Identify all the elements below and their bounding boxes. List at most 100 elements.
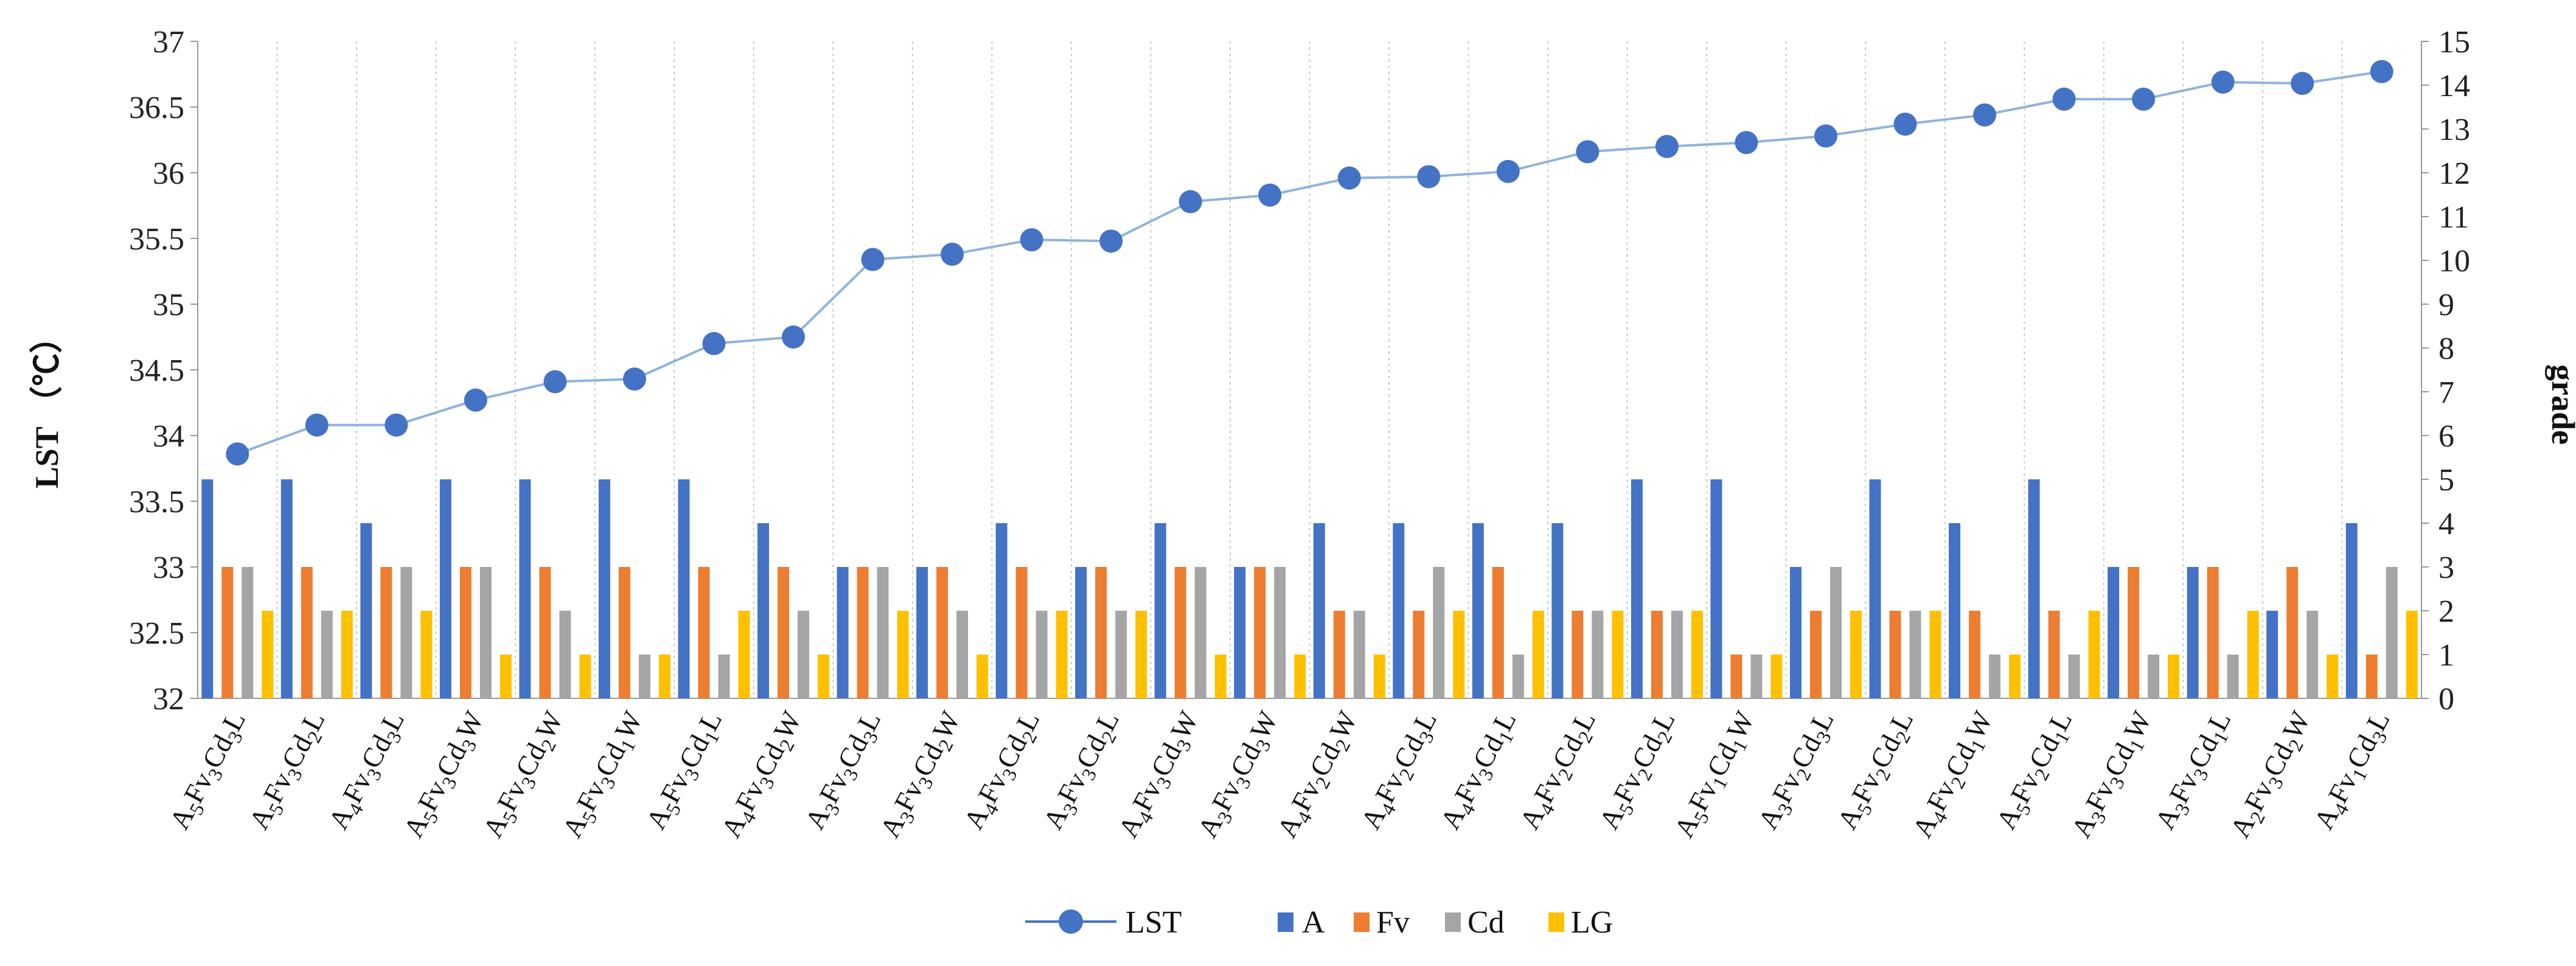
category-label: A5​Fv2​Cd2​L [1593,706,1685,836]
lst-point [622,367,646,391]
bar-fv [1413,611,1425,698]
legend-lst-label: LST [1126,905,1182,940]
bar-lg [2247,611,2259,698]
bar-cd [1592,611,1604,698]
bar-a [280,479,293,698]
category-label: A3​Fv3​Cd1​W [2065,706,2161,844]
category-label: A4​Fv3​Cd1​L [1434,706,1526,836]
bar-a [519,479,531,698]
bar-a [1313,523,1325,698]
lst-point [1655,134,1679,158]
right-tick-label: 14 [2438,69,2470,103]
bar-fv [778,567,790,698]
bar-fv [1333,611,1345,698]
right-tick-label: 5 [2438,463,2454,498]
legend-a-swatch [1278,912,1293,932]
category-labels: A5​Fv3​Cd3​LA5​Fv3​Cd2​LA4​Fv3​Cd3​L A5​F… [164,706,2396,844]
bar-lg [500,655,512,698]
bar-a [1631,479,1643,698]
bar-cd [2227,655,2239,698]
bar-lg [897,611,909,698]
category-label: A4​Fv3​Cd2​L [958,706,1050,836]
bar-a [2345,523,2358,698]
bar-lg [341,611,353,698]
right-tick-label: 10 [2438,244,2470,279]
bar-a [1869,479,1881,698]
axes: 3232.53333.53434.53535.53636.53701234567… [129,25,2470,717]
bar-lg [738,611,750,698]
bar-cd [1829,567,1842,698]
lst-point [2370,60,2393,83]
bar-lg [1612,611,1624,698]
bar-lg [2088,611,2100,698]
bar-lg [2009,655,2021,698]
bar-a [201,479,214,698]
category-label: A5​Fv3​Cd1​L [640,706,732,836]
bar-a [1949,523,1961,698]
bar-lg [1214,655,1227,698]
legend-lst-marker [1059,909,1083,934]
left-tick-label: 34.5 [129,353,184,388]
bar-fv [936,567,949,698]
left-axis-title: LST （℃） [29,321,65,489]
left-tick-label: 32 [153,682,184,717]
category-label: A4​Fv2​Cd1​W [1906,706,2002,844]
left-tick-label: 35 [153,288,184,322]
bar-a [2266,611,2278,698]
left-tick-label: 33.5 [129,485,184,519]
category-label: A3​Fv3​Cd2​W [874,706,970,844]
bar-a [1393,523,1405,698]
bar-cd [1512,655,1524,698]
lst-point [1735,131,1758,155]
bar-cd [1750,655,1763,698]
bar-a [2108,567,2120,698]
category-label: A5​Fv3​Cd2​W [477,706,573,844]
bar-a [1789,567,1801,698]
legend-fv-label: Fv [1376,905,1410,940]
left-tick-label: 36.5 [129,91,184,125]
lst-point [1417,165,1441,189]
bar-lg [1453,611,1465,698]
bar-fv [1889,611,1901,698]
grade-bars [201,479,2418,698]
bar-lg [1929,611,1941,698]
bar-cd [956,611,969,698]
bar-a [598,479,610,698]
right-tick-label: 4 [2438,507,2454,541]
category-label: A3​Fv3​Cd2​L [1037,706,1129,836]
lst-point [543,370,567,394]
left-tick-label: 37 [153,25,184,60]
right-tick-label: 7 [2438,375,2454,410]
bar-cd [559,611,571,698]
category-label: A2​Fv3​Cd2​W [2224,706,2320,844]
bar-fv [618,567,630,698]
right-tick-label: 1 [2438,638,2454,673]
left-tick-label: 33 [153,551,184,585]
lst-point [1337,166,1361,190]
left-tick-label: 36 [153,156,184,191]
bar-lg [1770,655,1783,698]
bar-cd [2306,611,2319,698]
bar-cd [1194,567,1206,698]
bar-fv [1174,567,1186,698]
bar-lg [2168,655,2180,698]
right-axis-title: grade [2545,364,2576,445]
bar-cd [1036,611,1048,698]
bar-cd [1433,567,1445,698]
bar-lg [1532,611,1544,698]
lst-point [1576,140,1600,164]
category-label: A3​Fv2​Cd3​L [1752,706,1843,836]
left-tick-label: 34 [153,419,184,454]
bar-cd [2148,655,2160,698]
bar-fv [1969,611,1981,698]
bar-fv [459,567,472,698]
bar-lg [579,655,591,698]
bar-fv [1572,611,1584,698]
right-tick-label: 11 [2438,200,2469,235]
lst-point [1496,159,1520,183]
vertical-gridlines [197,41,2422,698]
bar-lg [2327,655,2339,698]
bar-lg [658,655,670,698]
bar-lg [1135,611,1147,698]
